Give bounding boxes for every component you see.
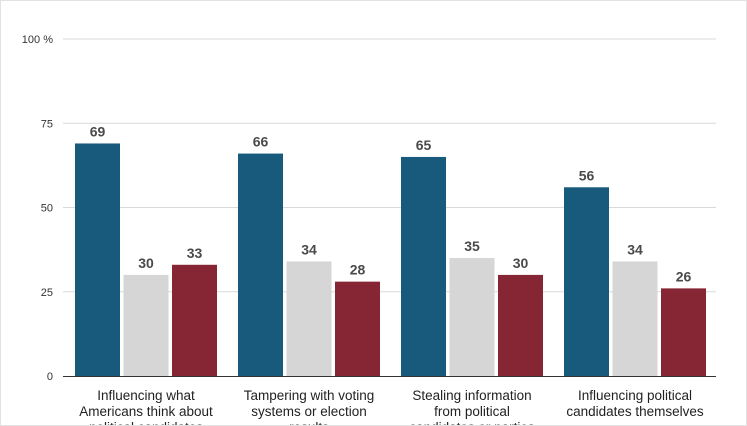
- x-category-label: Influencing what: [97, 388, 195, 403]
- x-category-label: systems or election: [251, 404, 367, 419]
- data-label: 34: [301, 241, 317, 257]
- data-label: 30: [138, 255, 154, 271]
- data-label: 28: [350, 262, 366, 278]
- bar: [172, 264, 217, 376]
- x-category-label: Influencing political: [578, 388, 692, 403]
- bar: [123, 274, 169, 376]
- data-label: 69: [90, 123, 106, 139]
- bar: [286, 261, 332, 376]
- data-label: 56: [579, 167, 595, 183]
- y-tick-label: 25: [41, 287, 53, 299]
- y-tick-label: 100 %: [22, 34, 53, 46]
- bar: [75, 143, 120, 376]
- data-label: 34: [627, 241, 643, 257]
- y-tick-label: 50: [41, 203, 53, 215]
- bar: [612, 261, 658, 376]
- x-category-label: results: [289, 420, 329, 426]
- y-tick-label: 75: [41, 118, 53, 130]
- data-label: 35: [464, 238, 480, 254]
- x-category-label: Americans think about: [79, 404, 213, 419]
- bar: [498, 274, 543, 376]
- bar: [335, 281, 380, 376]
- x-category-label: Tampering with voting: [244, 388, 375, 403]
- data-label: 30: [513, 255, 529, 271]
- bar: [661, 288, 706, 376]
- x-category-label: political candidates: [89, 420, 203, 426]
- x-category-label: candidates or parties: [409, 420, 535, 426]
- bar: [449, 258, 495, 376]
- data-label: 66: [253, 134, 269, 150]
- x-category-label: from political: [434, 404, 510, 419]
- y-tick-label: 0: [47, 371, 53, 383]
- data-label: 33: [187, 245, 203, 261]
- x-category-label: Stealing information: [412, 388, 531, 403]
- bar: [564, 187, 609, 376]
- data-label: 26: [676, 268, 692, 284]
- data-label: 65: [416, 137, 432, 153]
- x-category-label: candidates themselves: [566, 404, 704, 419]
- bar: [401, 156, 446, 376]
- bar: [238, 153, 283, 376]
